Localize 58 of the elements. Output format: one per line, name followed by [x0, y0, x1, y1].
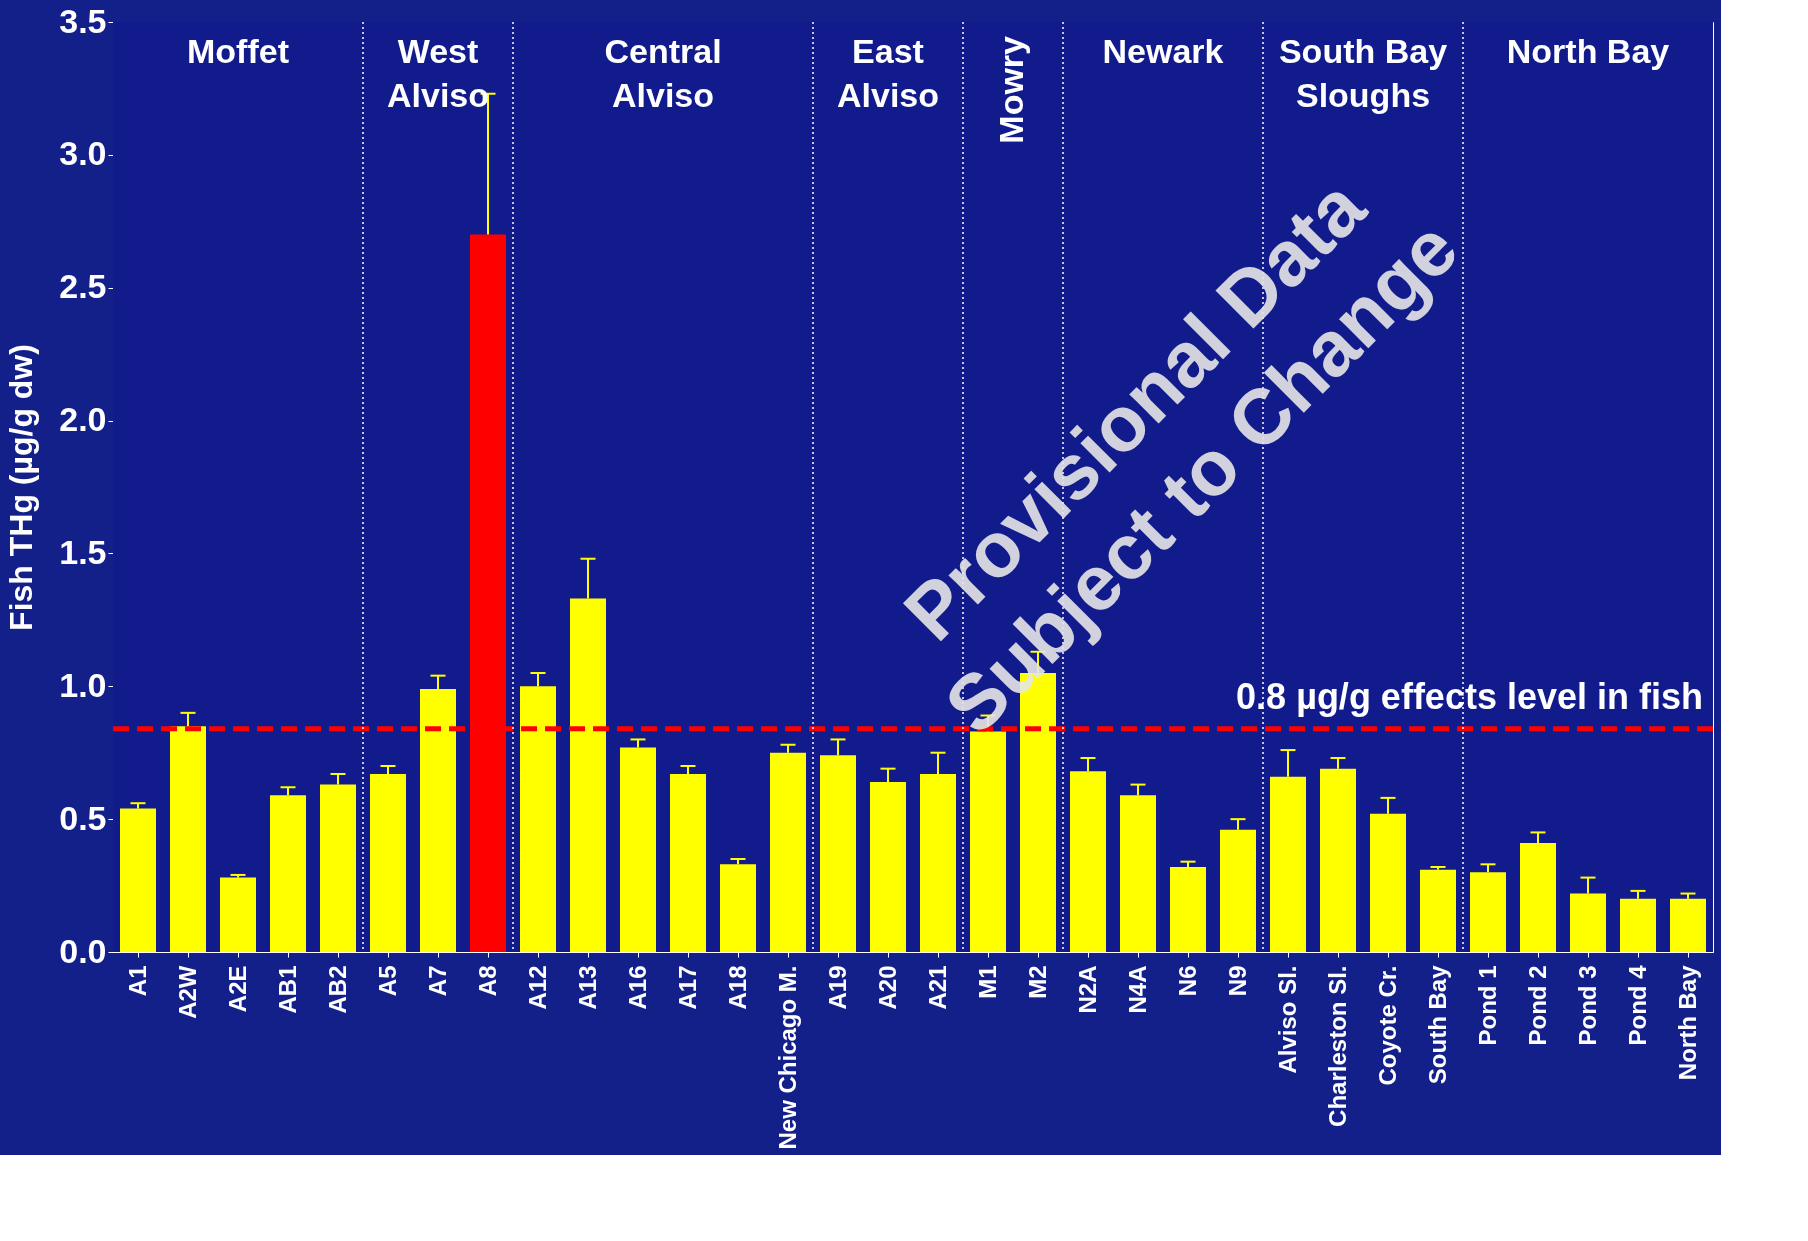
x-tick-label: A18 — [723, 965, 751, 1010]
x-tick-label: AB1 — [273, 965, 301, 1014]
x-tick-label: N2A — [1073, 965, 1101, 1014]
x-tick-label: A7 — [423, 965, 451, 997]
x-tick-label: A13 — [573, 965, 601, 1010]
x-tick-label: New Chicago M. — [773, 965, 801, 1150]
x-tick-label: M1 — [973, 965, 1001, 999]
x-tick-label: A2E — [223, 965, 251, 1013]
y-tick-label: 0.5 — [59, 798, 107, 837]
band-label: South Bay Sloughs — [1278, 32, 1448, 114]
bar — [220, 877, 256, 952]
x-tick-label: A5 — [373, 965, 401, 997]
x-tick-label: N6 — [1173, 965, 1201, 997]
x-tick-label: South Bay — [1423, 964, 1451, 1085]
bar — [1670, 898, 1706, 952]
band-label: Mowry — [992, 35, 1030, 144]
y-tick-label: 0.0 — [59, 931, 107, 970]
x-tick-label: A19 — [823, 965, 851, 1010]
y-tick-label: 1.0 — [59, 665, 107, 704]
bar — [120, 808, 156, 952]
bar — [970, 731, 1006, 952]
x-tick-label: A20 — [873, 965, 901, 1010]
x-tick-label: A17 — [673, 965, 701, 1010]
x-tick-label: A1 — [123, 965, 151, 997]
x-tick-label: Coyote Cr. — [1373, 965, 1401, 1086]
x-tick-label: A21 — [923, 965, 951, 1010]
band-label: West Alviso — [386, 32, 490, 114]
y-axis-title: Fish THg (µg/g dw) — [3, 344, 40, 631]
bar — [720, 864, 756, 952]
x-tick-label: M2 — [1023, 965, 1051, 999]
x-tick-label: N4A — [1123, 965, 1151, 1014]
band-label: Newark — [1102, 32, 1224, 70]
x-tick-label: Charleston Sl. — [1323, 965, 1351, 1127]
bar — [1170, 866, 1206, 952]
x-tick-label: Pond 1 — [1473, 965, 1501, 1046]
band-label: East Alviso — [836, 32, 940, 114]
x-tick-label: A2W — [173, 965, 201, 1019]
x-tick-label: Pond 3 — [1573, 965, 1601, 1046]
band-label: North Bay — [1506, 32, 1670, 70]
x-tick-label: Alviso Sl. — [1273, 965, 1301, 1074]
bar — [170, 726, 206, 952]
band-label: Moffet — [187, 32, 289, 70]
x-tick-label: AB2 — [323, 965, 351, 1014]
x-tick-label: Pond 2 — [1523, 965, 1551, 1046]
y-tick-label: 3.0 — [59, 134, 107, 173]
x-tick-label: N9 — [1223, 965, 1251, 997]
y-tick-label: 2.0 — [59, 400, 107, 439]
band-label: Central Alviso — [604, 32, 722, 114]
x-tick-label: A8 — [473, 965, 501, 997]
x-tick-label: Pond 4 — [1623, 964, 1651, 1046]
x-tick-label: A12 — [523, 965, 551, 1010]
y-tick-label: 1.5 — [59, 532, 107, 571]
y-tick-label: 3.5 — [59, 1, 107, 40]
y-tick-label: 2.5 — [59, 267, 107, 306]
bar — [1420, 869, 1456, 952]
x-tick-label: North Bay — [1673, 964, 1701, 1081]
x-tick-label: A16 — [623, 965, 651, 1010]
ref-line-label: 0.8 µg/g effects level in fish — [1236, 675, 1703, 717]
